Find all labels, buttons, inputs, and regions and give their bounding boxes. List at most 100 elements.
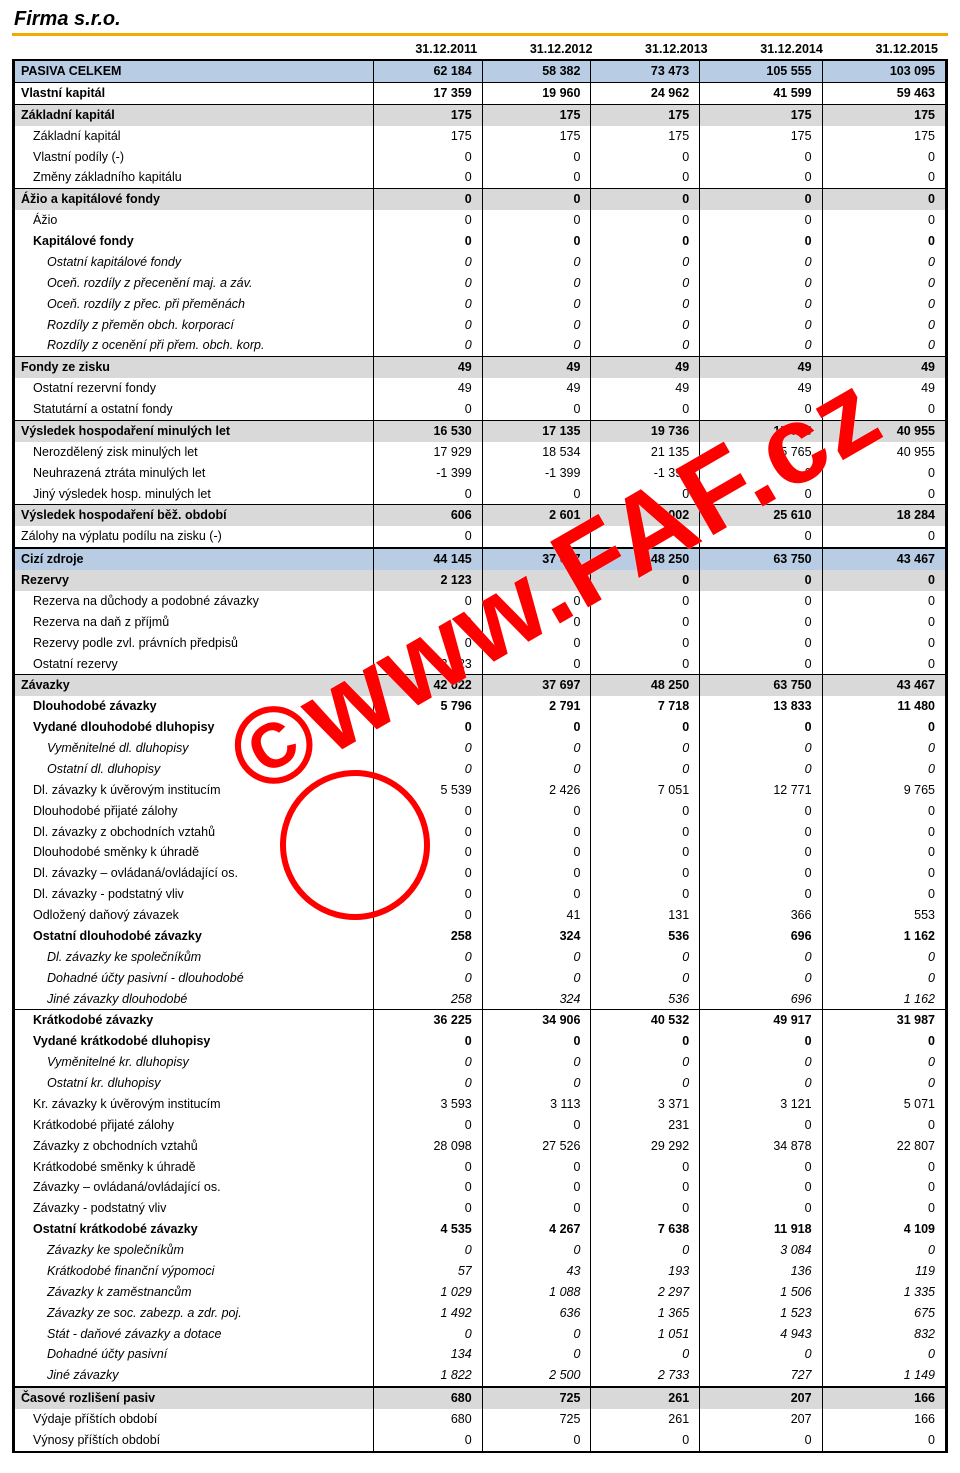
row-value: 0 — [700, 633, 822, 654]
row-value: 0 — [374, 335, 483, 356]
table-row: Kapitálové fondy00000 — [14, 231, 947, 252]
row-label: Statutární a ostatní fondy — [14, 399, 374, 420]
row-value: 17 929 — [374, 442, 483, 463]
row-label: Závazky ze soc. zabezp. a zdr. poj. — [14, 1303, 374, 1324]
row-label: Výsledek hospodaření minulých let — [14, 420, 374, 441]
row-value: 49 — [374, 378, 483, 399]
row-value: 9 765 — [822, 780, 946, 801]
table-row: Dohadné účty pasivní1340000 — [14, 1344, 947, 1365]
table-row: Stát - daňové závazky a dotace001 0514 9… — [14, 1324, 947, 1345]
row-value: 2 123 — [374, 654, 483, 675]
row-label: Základní kapitál — [14, 104, 374, 125]
row-value: 536 — [591, 926, 700, 947]
row-value: 3 121 — [700, 1094, 822, 1115]
row-value: 0 — [822, 801, 946, 822]
table-row: Krátkodobé závazky36 22534 90640 53249 9… — [14, 1010, 947, 1031]
table-row: Ostatní kapitálové fondy00000 — [14, 252, 947, 273]
row-value: 2 733 — [591, 1365, 700, 1387]
row-label: Dl. závazky – ovládaná/ovládající os. — [14, 863, 374, 884]
row-label: Vyměnitelné dl. dluhopisy — [14, 738, 374, 759]
row-value: 25 610 — [700, 505, 822, 526]
row-value: 0 — [374, 717, 483, 738]
row-value: 0 — [591, 968, 700, 989]
row-value: 0 — [591, 1198, 700, 1219]
row-value: 0 — [822, 167, 946, 188]
row-value: 0 — [482, 1031, 591, 1052]
row-value: 0 — [700, 1344, 822, 1365]
table-row: Ostatní dl. dluhopisy00000 — [14, 759, 947, 780]
row-value: 0 — [374, 863, 483, 884]
row-value: 4 109 — [822, 1219, 946, 1240]
row-value: 1 051 — [591, 1324, 700, 1345]
row-value: 0 — [822, 717, 946, 738]
row-value: 43 467 — [822, 675, 946, 696]
row-value: 0 — [591, 570, 700, 591]
row-value: 0 — [700, 1052, 822, 1073]
row-label: Změny základního kapitálu — [14, 167, 374, 188]
row-label: Dl. závazky ke společníkům — [14, 947, 374, 968]
row-value: 261 — [591, 1387, 700, 1409]
row-value: 4 943 — [700, 1324, 822, 1345]
row-value: 31 987 — [822, 1010, 946, 1031]
row-value: 0 — [822, 822, 946, 843]
row-value: 2 500 — [482, 1365, 591, 1387]
row-value: 0 — [700, 842, 822, 863]
row-value: 0 — [591, 612, 700, 633]
row-value: 13 833 — [700, 696, 822, 717]
row-value: 5 539 — [374, 780, 483, 801]
row-value: 16 530 — [374, 420, 483, 441]
row-value: 207 — [700, 1409, 822, 1430]
row-value: 0 — [374, 1177, 483, 1198]
row-value: 0 — [822, 147, 946, 168]
table-row: Oceň. rozdíly z přec. při přeměnách00000 — [14, 294, 947, 315]
row-value: 0 — [822, 1177, 946, 1198]
table-row: Rozdíly z přeměn obch. korporací00000 — [14, 315, 947, 336]
row-value: 0 — [482, 947, 591, 968]
table-row: Cizí zdroje44 14537 69748 25063 75043 46… — [14, 548, 947, 570]
row-value: 0 — [700, 147, 822, 168]
row-value: 49 — [374, 357, 483, 378]
row-value: 0 — [482, 1073, 591, 1094]
row-label: Ážio a kapitálové fondy — [14, 189, 374, 210]
row-value: 261 — [591, 1409, 700, 1430]
row-value: 0 — [591, 1177, 700, 1198]
row-label: Ostatní rezervy — [14, 654, 374, 675]
row-value: 324 — [482, 926, 591, 947]
row-label: Dl. závazky k úvěrovým institucím — [14, 780, 374, 801]
row-value: 0 — [822, 294, 946, 315]
balance-sheet-table: PASIVA CELKEM62 18458 38273 473105 55510… — [12, 59, 948, 1453]
table-row: Dl. závazky k úvěrovým institucím5 5392 … — [14, 780, 947, 801]
row-label: Oceň. rozdíly z přec. při přeměnách — [14, 294, 374, 315]
row-value: 0 — [374, 1430, 483, 1452]
row-label: Dl. závazky z obchodních vztahů — [14, 822, 374, 843]
row-label: Vydané dlouhodobé dluhopisy — [14, 717, 374, 738]
row-label: Závazky k zaměstnancům — [14, 1282, 374, 1303]
row-value: 0 — [700, 1198, 822, 1219]
row-label: Rezervy — [14, 570, 374, 591]
row-value: 119 — [822, 1261, 946, 1282]
table-row: Krátkodobé přijaté zálohy0023100 — [14, 1115, 947, 1136]
row-value: 43 467 — [822, 548, 946, 570]
row-value: 0 — [591, 399, 700, 420]
row-value: 15 765 — [700, 442, 822, 463]
row-value: 0 — [591, 884, 700, 905]
row-value: 727 — [700, 1365, 822, 1387]
table-row: Vlastní kapitál17 35919 96024 96241 5995… — [14, 82, 947, 104]
row-value: 0 — [591, 1240, 700, 1261]
row-value: 0 — [374, 231, 483, 252]
row-label: Oceň. rozdíly z přecenění maj. a záv. — [14, 273, 374, 294]
row-value: 63 750 — [700, 675, 822, 696]
row-label: Zálohy na výplatu podílu na zisku (-) — [14, 526, 374, 548]
row-value: 0 — [482, 968, 591, 989]
row-value: 3 113 — [482, 1094, 591, 1115]
row-value: 0 — [591, 1430, 700, 1452]
row-value: 49 — [482, 357, 591, 378]
table-row: Ostatní rezervní fondy4949494949 — [14, 378, 947, 399]
row-value: 1 149 — [822, 1365, 946, 1387]
row-value: 553 — [822, 905, 946, 926]
row-value: 0 — [482, 294, 591, 315]
row-label: Jiné závazky — [14, 1365, 374, 1387]
table-row: Statutární a ostatní fondy00000 — [14, 399, 947, 420]
row-value: 0 — [482, 399, 591, 420]
company-title: Firma s.r.o. — [12, 8, 948, 31]
